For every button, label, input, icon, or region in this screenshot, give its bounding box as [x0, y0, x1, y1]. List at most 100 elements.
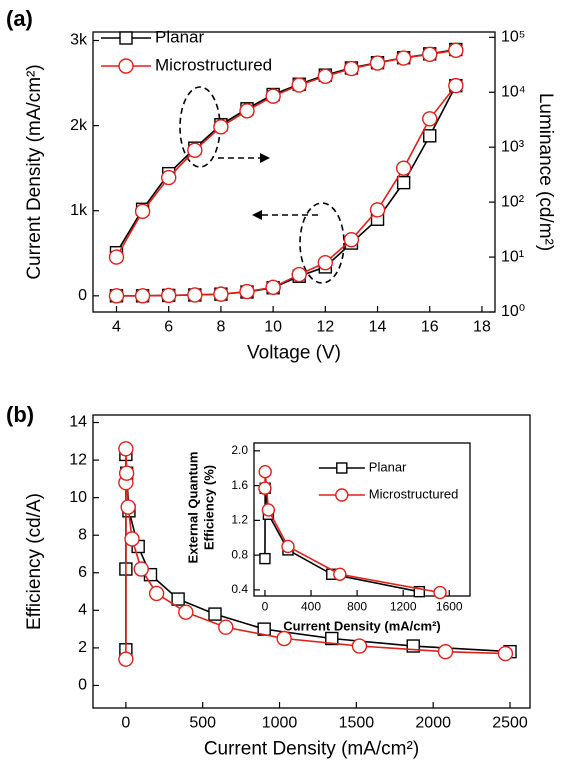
- legend-label: Microstructured: [155, 55, 272, 74]
- marker: [124, 531, 140, 547]
- marker: [108, 249, 125, 265]
- y-tick-label: 0.4: [231, 582, 248, 596]
- marker: [258, 464, 272, 479]
- y-axis-label: Efficiency (%): [201, 465, 216, 550]
- marker: [261, 503, 276, 517]
- marker: [343, 60, 360, 77]
- marker: [187, 142, 203, 158]
- y-tick-label: 2: [78, 639, 87, 656]
- x-tick-label: 18: [473, 318, 491, 335]
- x-tick-label: 2000: [415, 714, 451, 731]
- y-axis-label: External Quantum: [185, 452, 200, 564]
- marker: [239, 103, 255, 119]
- marker: [218, 619, 234, 635]
- x-tick-label: 1600: [436, 600, 463, 614]
- x-tick-label: 500: [189, 714, 216, 731]
- plot-frame: [253, 442, 471, 597]
- marker: [343, 231, 360, 248]
- x-axis-label: Voltage (V): [247, 343, 341, 364]
- marker: [161, 169, 177, 186]
- series-line: [264, 488, 420, 593]
- x-tick-label: 2500: [492, 714, 528, 731]
- y-tick-label: 1k: [70, 202, 88, 219]
- marker: [148, 585, 165, 602]
- annotations: [179, 86, 345, 284]
- marker: [208, 607, 222, 621]
- y-tick-label: 12: [69, 451, 87, 468]
- y-tick-label: 1.6: [231, 478, 248, 492]
- x-tick-label: 12: [316, 318, 334, 335]
- y-tick-label: 3k: [70, 32, 88, 49]
- y2-tick-label: 10⁵: [501, 29, 525, 46]
- arrow-head: [252, 210, 262, 220]
- marker: [423, 129, 437, 143]
- legend-label: Planar: [369, 459, 407, 474]
- marker: [335, 488, 349, 502]
- panel-label: (b): [6, 402, 34, 427]
- x-tick-label: 0: [262, 600, 269, 614]
- marker: [161, 287, 177, 304]
- marker: [317, 68, 334, 85]
- legend-label: Microstructured: [369, 486, 459, 501]
- marker: [291, 77, 307, 93]
- x-tick-label: 6: [164, 318, 173, 335]
- marker: [133, 561, 149, 577]
- marker: [291, 266, 307, 283]
- y-tick-label: 6: [78, 564, 87, 581]
- marker: [497, 645, 514, 662]
- y-axis-label: Current Density (mA/cm²): [24, 64, 45, 279]
- marker: [178, 604, 194, 620]
- y2-tick-label: 10⁴: [501, 83, 526, 100]
- x-tick-label: 4: [112, 318, 121, 335]
- x-tick-label: 1000: [262, 714, 298, 731]
- marker: [134, 203, 151, 220]
- y-tick-label: 0: [78, 287, 87, 304]
- y-axis-label: Efficiency (cd/A): [24, 493, 45, 630]
- marker: [187, 287, 203, 303]
- marker: [395, 160, 412, 176]
- inset-background: [254, 443, 470, 596]
- marker: [265, 88, 281, 104]
- plot-frame: [92, 31, 496, 313]
- x-tick-label: 0: [121, 714, 130, 731]
- marker: [395, 50, 412, 66]
- marker: [119, 31, 133, 45]
- x-tick-label: 14: [369, 318, 387, 335]
- y2-tick-label: 10³: [501, 138, 525, 155]
- marker: [448, 77, 464, 94]
- marker: [171, 592, 185, 606]
- y-tick-label: 10: [69, 489, 87, 506]
- marker: [336, 462, 348, 474]
- marker: [134, 288, 151, 304]
- y-tick-label: 0.8: [231, 547, 248, 561]
- marker: [369, 55, 386, 71]
- marker: [120, 499, 136, 515]
- series-line: [116, 85, 457, 297]
- x-tick-label: 800: [347, 600, 367, 614]
- marker: [213, 286, 229, 302]
- marker: [433, 585, 447, 600]
- marker: [258, 481, 272, 495]
- y-tick-label: 1.2: [231, 513, 248, 527]
- x-tick-label: 1200: [390, 600, 417, 614]
- arrow-head: [260, 153, 270, 163]
- marker: [118, 465, 135, 481]
- x-tick-label: 1500: [339, 714, 375, 731]
- marker: [281, 539, 295, 554]
- marker: [422, 111, 438, 127]
- marker: [325, 631, 339, 646]
- x-axis-label: Current Density (mA/cm²): [204, 739, 419, 760]
- y2-tick-label: 10¹: [501, 248, 524, 265]
- series-line: [116, 85, 457, 297]
- legend-label: Planar: [155, 27, 204, 46]
- marker: [448, 42, 464, 59]
- plot-frame: [92, 414, 531, 709]
- y2-tick-label: 10⁰: [501, 303, 525, 320]
- panel-label: (a): [6, 6, 33, 31]
- marker: [118, 58, 134, 74]
- y2-axis-label: Luminance (cd/m²): [535, 93, 556, 251]
- marker: [317, 254, 334, 271]
- y-tick-label: 8: [78, 526, 87, 543]
